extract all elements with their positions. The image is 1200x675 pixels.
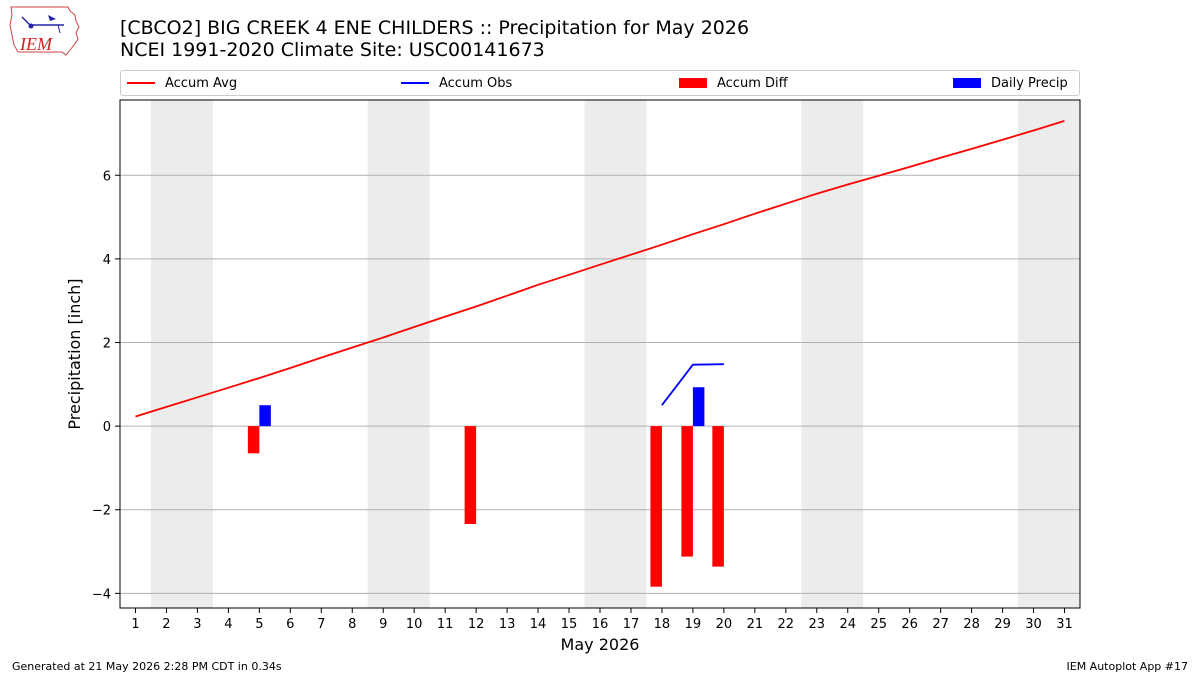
x-tick-label: 18 [654, 617, 671, 632]
x-tick-label: 22 [778, 617, 795, 632]
x-tick-label: 28 [963, 617, 980, 632]
y-tick-label: −4 [92, 587, 111, 602]
x-tick-label: 2 [162, 617, 170, 632]
x-tick-label: 6 [286, 617, 294, 632]
x-tick-label: 3 [193, 617, 201, 632]
bar-accum-diff [247, 426, 260, 454]
legend-label-accum-diff: Accum Diff [717, 75, 788, 91]
x-tick-label: 7 [317, 617, 325, 632]
line-accum-avg [135, 120, 1065, 418]
x-tick-label: 21 [747, 617, 764, 632]
legend-swatch-daily-precip [953, 78, 981, 88]
logo-text: IEM [19, 34, 53, 54]
x-tick-label: 30 [1025, 617, 1042, 632]
legend-item-accum-diff: Accum Diff [679, 71, 788, 95]
legend-label-accum-avg: Accum Avg [165, 75, 238, 91]
x-tick-label: 26 [901, 617, 918, 632]
weekend-band-0 [150, 100, 213, 608]
legend-item-accum-obs: Accum Obs [401, 71, 512, 95]
x-tick-label: 11 [437, 617, 454, 632]
x-tick-label: 16 [592, 617, 609, 632]
weekend-band-1 [367, 100, 430, 608]
x-tick-label: 9 [379, 617, 387, 632]
footer-app: IEM Autoplot App #17 [1066, 660, 1189, 673]
x-tick-label: 17 [623, 617, 640, 632]
x-tick-label: 5 [255, 617, 263, 632]
y-tick-label: 4 [103, 253, 111, 268]
bar-accum-diff [681, 426, 693, 557]
bar-daily-precip [692, 387, 705, 427]
y-axis-label: Precipitation [inch] [65, 278, 84, 429]
iem-logo: IEM [8, 5, 80, 59]
x-tick-label: 15 [561, 617, 578, 632]
bar-daily-precip [259, 405, 271, 427]
legend-item-accum-avg: Accum Avg [127, 71, 237, 95]
x-tick-label: 31 [1056, 617, 1073, 632]
legend-swatch-accum-obs [401, 82, 429, 84]
y-tick-label: −2 [92, 504, 111, 519]
x-tick-label: 25 [870, 617, 887, 632]
weekend-band-4 [1018, 100, 1080, 608]
chart-legend: Accum Avg Accum Obs Accum Diff Daily Pre… [120, 70, 1080, 96]
y-tick-label: 2 [103, 337, 111, 352]
legend-swatch-accum-avg [127, 82, 155, 84]
x-tick-label: 10 [406, 617, 423, 632]
x-tick-label: 23 [809, 617, 826, 632]
y-tick-label: 0 [103, 420, 111, 435]
bar-accum-diff [650, 426, 662, 587]
x-tick-label: 27 [932, 617, 949, 632]
chart-subtitle: NCEI 1991-2020 Climate Site: USC00141673 [120, 39, 545, 61]
x-tick-label: 24 [839, 617, 856, 632]
x-tick-label: 8 [348, 617, 356, 632]
x-tick-label: 29 [994, 617, 1011, 632]
legend-swatch-accum-diff [679, 78, 707, 88]
line-accum-obs [661, 363, 724, 406]
chart-title: [CBCO2] BIG CREEK 4 ENE CHILDERS :: Prec… [120, 17, 750, 39]
legend-item-daily-precip: Daily Precip [953, 71, 1068, 95]
legend-label-accum-obs: Accum Obs [439, 75, 513, 91]
x-tick-label: 14 [530, 617, 547, 632]
footer-generated: Generated at 21 May 2026 2:28 PM CDT in … [12, 660, 282, 673]
bar-accum-diff [712, 426, 724, 567]
y-tick-label: 6 [103, 169, 111, 184]
x-tick-label: 12 [468, 617, 485, 632]
weekend-band-3 [801, 100, 864, 608]
bar-accum-diff [464, 426, 477, 524]
x-tick-label: 4 [224, 617, 232, 632]
weekend-band-2 [584, 100, 647, 608]
x-tick-label: 13 [499, 617, 516, 632]
x-tick-label: 20 [716, 617, 733, 632]
x-tick-label: 1 [131, 617, 139, 632]
x-axis-label: May 2026 [561, 635, 640, 654]
legend-label-daily-precip: Daily Precip [991, 75, 1068, 91]
x-tick-label: 19 [685, 617, 702, 632]
